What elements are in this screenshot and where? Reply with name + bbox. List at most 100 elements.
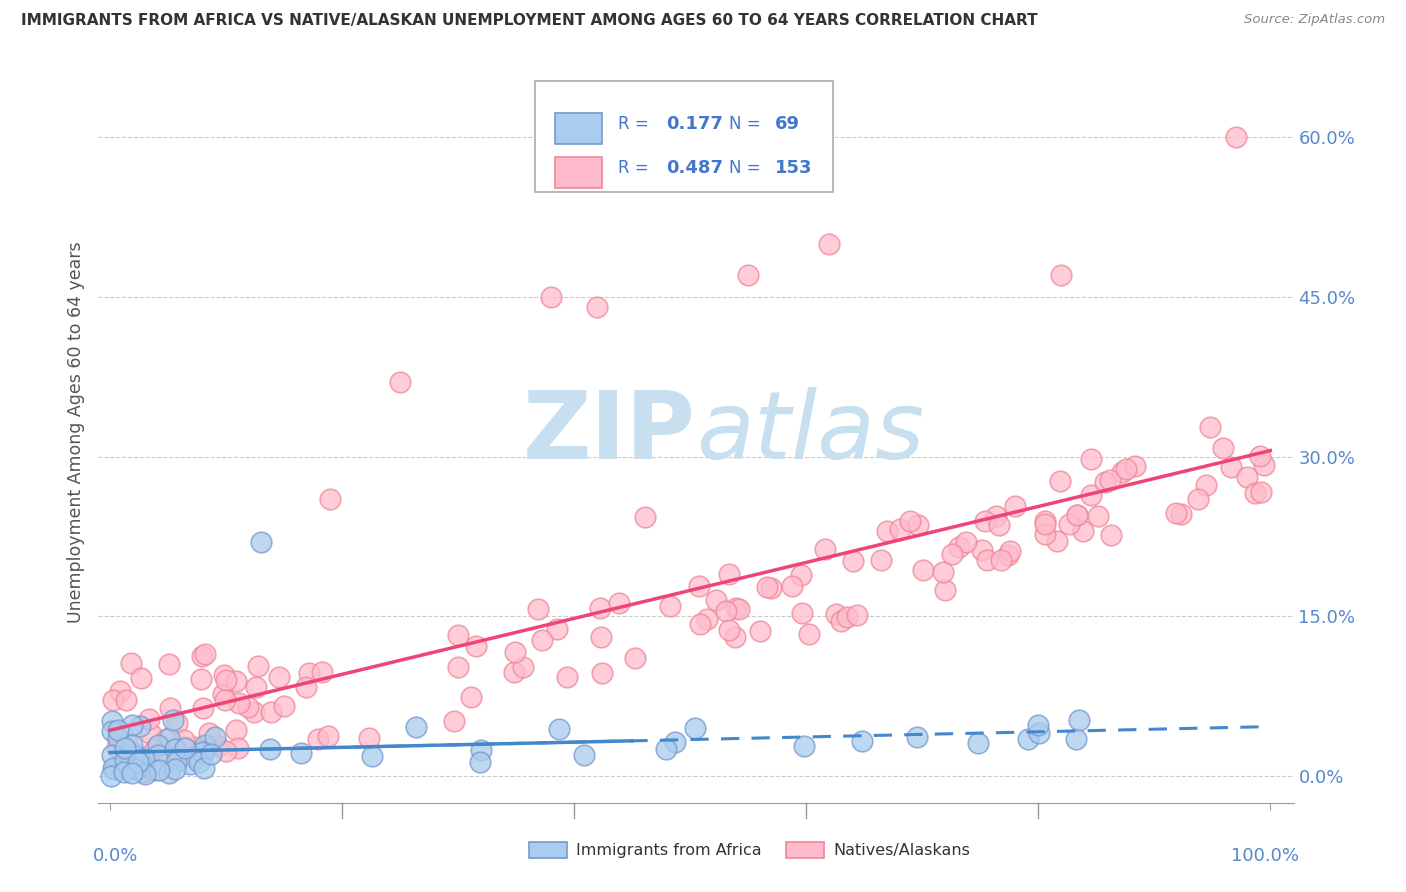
- Point: [110, 684, 132, 698]
- Point: [125, 763, 148, 777]
- Point: [790, 567, 813, 582]
- Point: [966, 736, 988, 750]
- Point: [187, 755, 209, 769]
- Point: [1046, 533, 1069, 548]
- Text: 100.0%: 100.0%: [1232, 847, 1299, 865]
- Point: [215, 673, 238, 688]
- Point: [1111, 465, 1133, 479]
- Point: [121, 717, 143, 731]
- Point: [138, 754, 160, 768]
- Point: [814, 542, 837, 557]
- Point: [142, 743, 165, 757]
- Point: [907, 730, 929, 744]
- Point: [818, 236, 841, 251]
- Point: [1033, 527, 1056, 541]
- Point: [725, 601, 748, 615]
- Point: [117, 761, 139, 775]
- Point: [941, 547, 963, 561]
- Point: [226, 741, 249, 756]
- Point: [1199, 420, 1222, 434]
- Point: [998, 544, 1021, 558]
- Point: [316, 729, 339, 743]
- Point: [148, 738, 170, 752]
- Point: [1253, 458, 1275, 473]
- Point: [260, 705, 283, 719]
- Point: [105, 739, 128, 754]
- Point: [1004, 499, 1026, 513]
- Point: [207, 739, 229, 753]
- Point: [114, 753, 136, 767]
- Point: [157, 750, 180, 764]
- Point: [184, 739, 207, 754]
- Point: [215, 744, 238, 758]
- Point: [688, 579, 710, 593]
- Point: [114, 741, 136, 756]
- Point: [664, 735, 686, 749]
- Point: [128, 750, 150, 764]
- Point: [1017, 731, 1039, 746]
- Y-axis label: Unemployment Among Ages 60 to 64 years: Unemployment Among Ages 60 to 64 years: [66, 242, 84, 624]
- Point: [298, 666, 321, 681]
- Point: [389, 375, 412, 389]
- Point: [101, 714, 124, 728]
- Point: [269, 670, 291, 684]
- Text: Natives/Alaskans: Natives/Alaskans: [834, 843, 970, 858]
- Bar: [529, 842, 567, 858]
- Point: [225, 723, 247, 737]
- Point: [101, 692, 124, 706]
- Text: N =: N =: [730, 115, 761, 133]
- Point: [132, 765, 155, 780]
- Point: [659, 599, 682, 613]
- Point: [718, 624, 741, 638]
- Point: [446, 660, 468, 674]
- Point: [165, 742, 187, 756]
- Text: 0.0%: 0.0%: [93, 847, 138, 865]
- Point: [530, 632, 553, 647]
- Point: [460, 690, 482, 704]
- Point: [846, 608, 869, 623]
- Point: [129, 755, 152, 769]
- Text: 0.487: 0.487: [666, 159, 723, 177]
- Point: [157, 657, 180, 671]
- Point: [588, 600, 610, 615]
- Point: [704, 592, 727, 607]
- Point: [948, 541, 970, 555]
- Point: [101, 748, 124, 763]
- Point: [1080, 451, 1102, 466]
- Point: [115, 693, 138, 707]
- Point: [121, 739, 143, 753]
- Point: [361, 748, 384, 763]
- Point: [173, 741, 195, 756]
- Point: [724, 630, 747, 644]
- Point: [1066, 508, 1088, 522]
- Point: [557, 670, 579, 684]
- Point: [755, 580, 778, 594]
- Point: [250, 534, 273, 549]
- Point: [685, 721, 707, 735]
- Point: [243, 705, 266, 719]
- Point: [737, 268, 759, 283]
- Point: [114, 761, 136, 775]
- Point: [876, 524, 898, 538]
- Point: [633, 510, 655, 524]
- Point: [138, 748, 160, 763]
- Point: [1049, 474, 1071, 488]
- Point: [623, 650, 645, 665]
- Point: [128, 753, 150, 767]
- Point: [1244, 485, 1267, 500]
- Point: [319, 492, 342, 507]
- Point: [103, 761, 125, 775]
- Point: [214, 693, 236, 707]
- Point: [190, 672, 212, 686]
- Point: [1123, 458, 1146, 473]
- Point: [696, 612, 718, 626]
- Point: [162, 713, 184, 727]
- FancyBboxPatch shape: [534, 81, 834, 192]
- Point: [782, 579, 804, 593]
- Point: [200, 747, 222, 761]
- Point: [129, 719, 152, 733]
- Point: [128, 753, 150, 767]
- Text: 69: 69: [775, 115, 800, 133]
- Point: [148, 763, 170, 777]
- Point: [527, 602, 550, 616]
